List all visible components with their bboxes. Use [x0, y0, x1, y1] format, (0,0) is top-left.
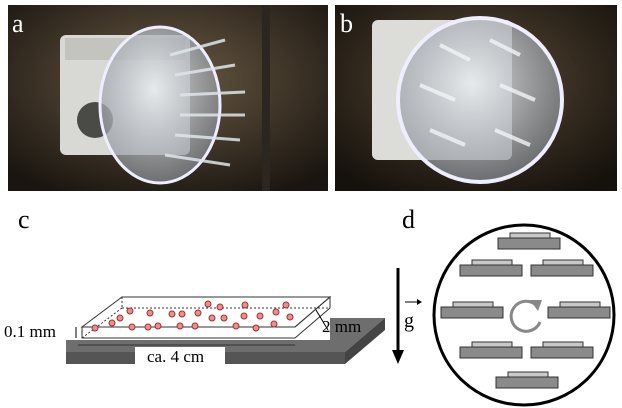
panel-label: a — [12, 9, 24, 38]
photo-b — [335, 5, 617, 191]
gravity-label: g — [404, 310, 414, 332]
annotation: 0.1 mm — [4, 322, 56, 341]
panel-label: c — [18, 205, 30, 234]
rotor-diagram — [432, 223, 616, 407]
panel-label: b — [340, 9, 353, 38]
photo-a — [8, 5, 328, 191]
panel-label: d — [402, 205, 415, 234]
annotation: 2 mm — [322, 317, 361, 336]
gravity-arrow — [392, 268, 422, 364]
annotation: ca. 4 cm — [147, 347, 204, 366]
